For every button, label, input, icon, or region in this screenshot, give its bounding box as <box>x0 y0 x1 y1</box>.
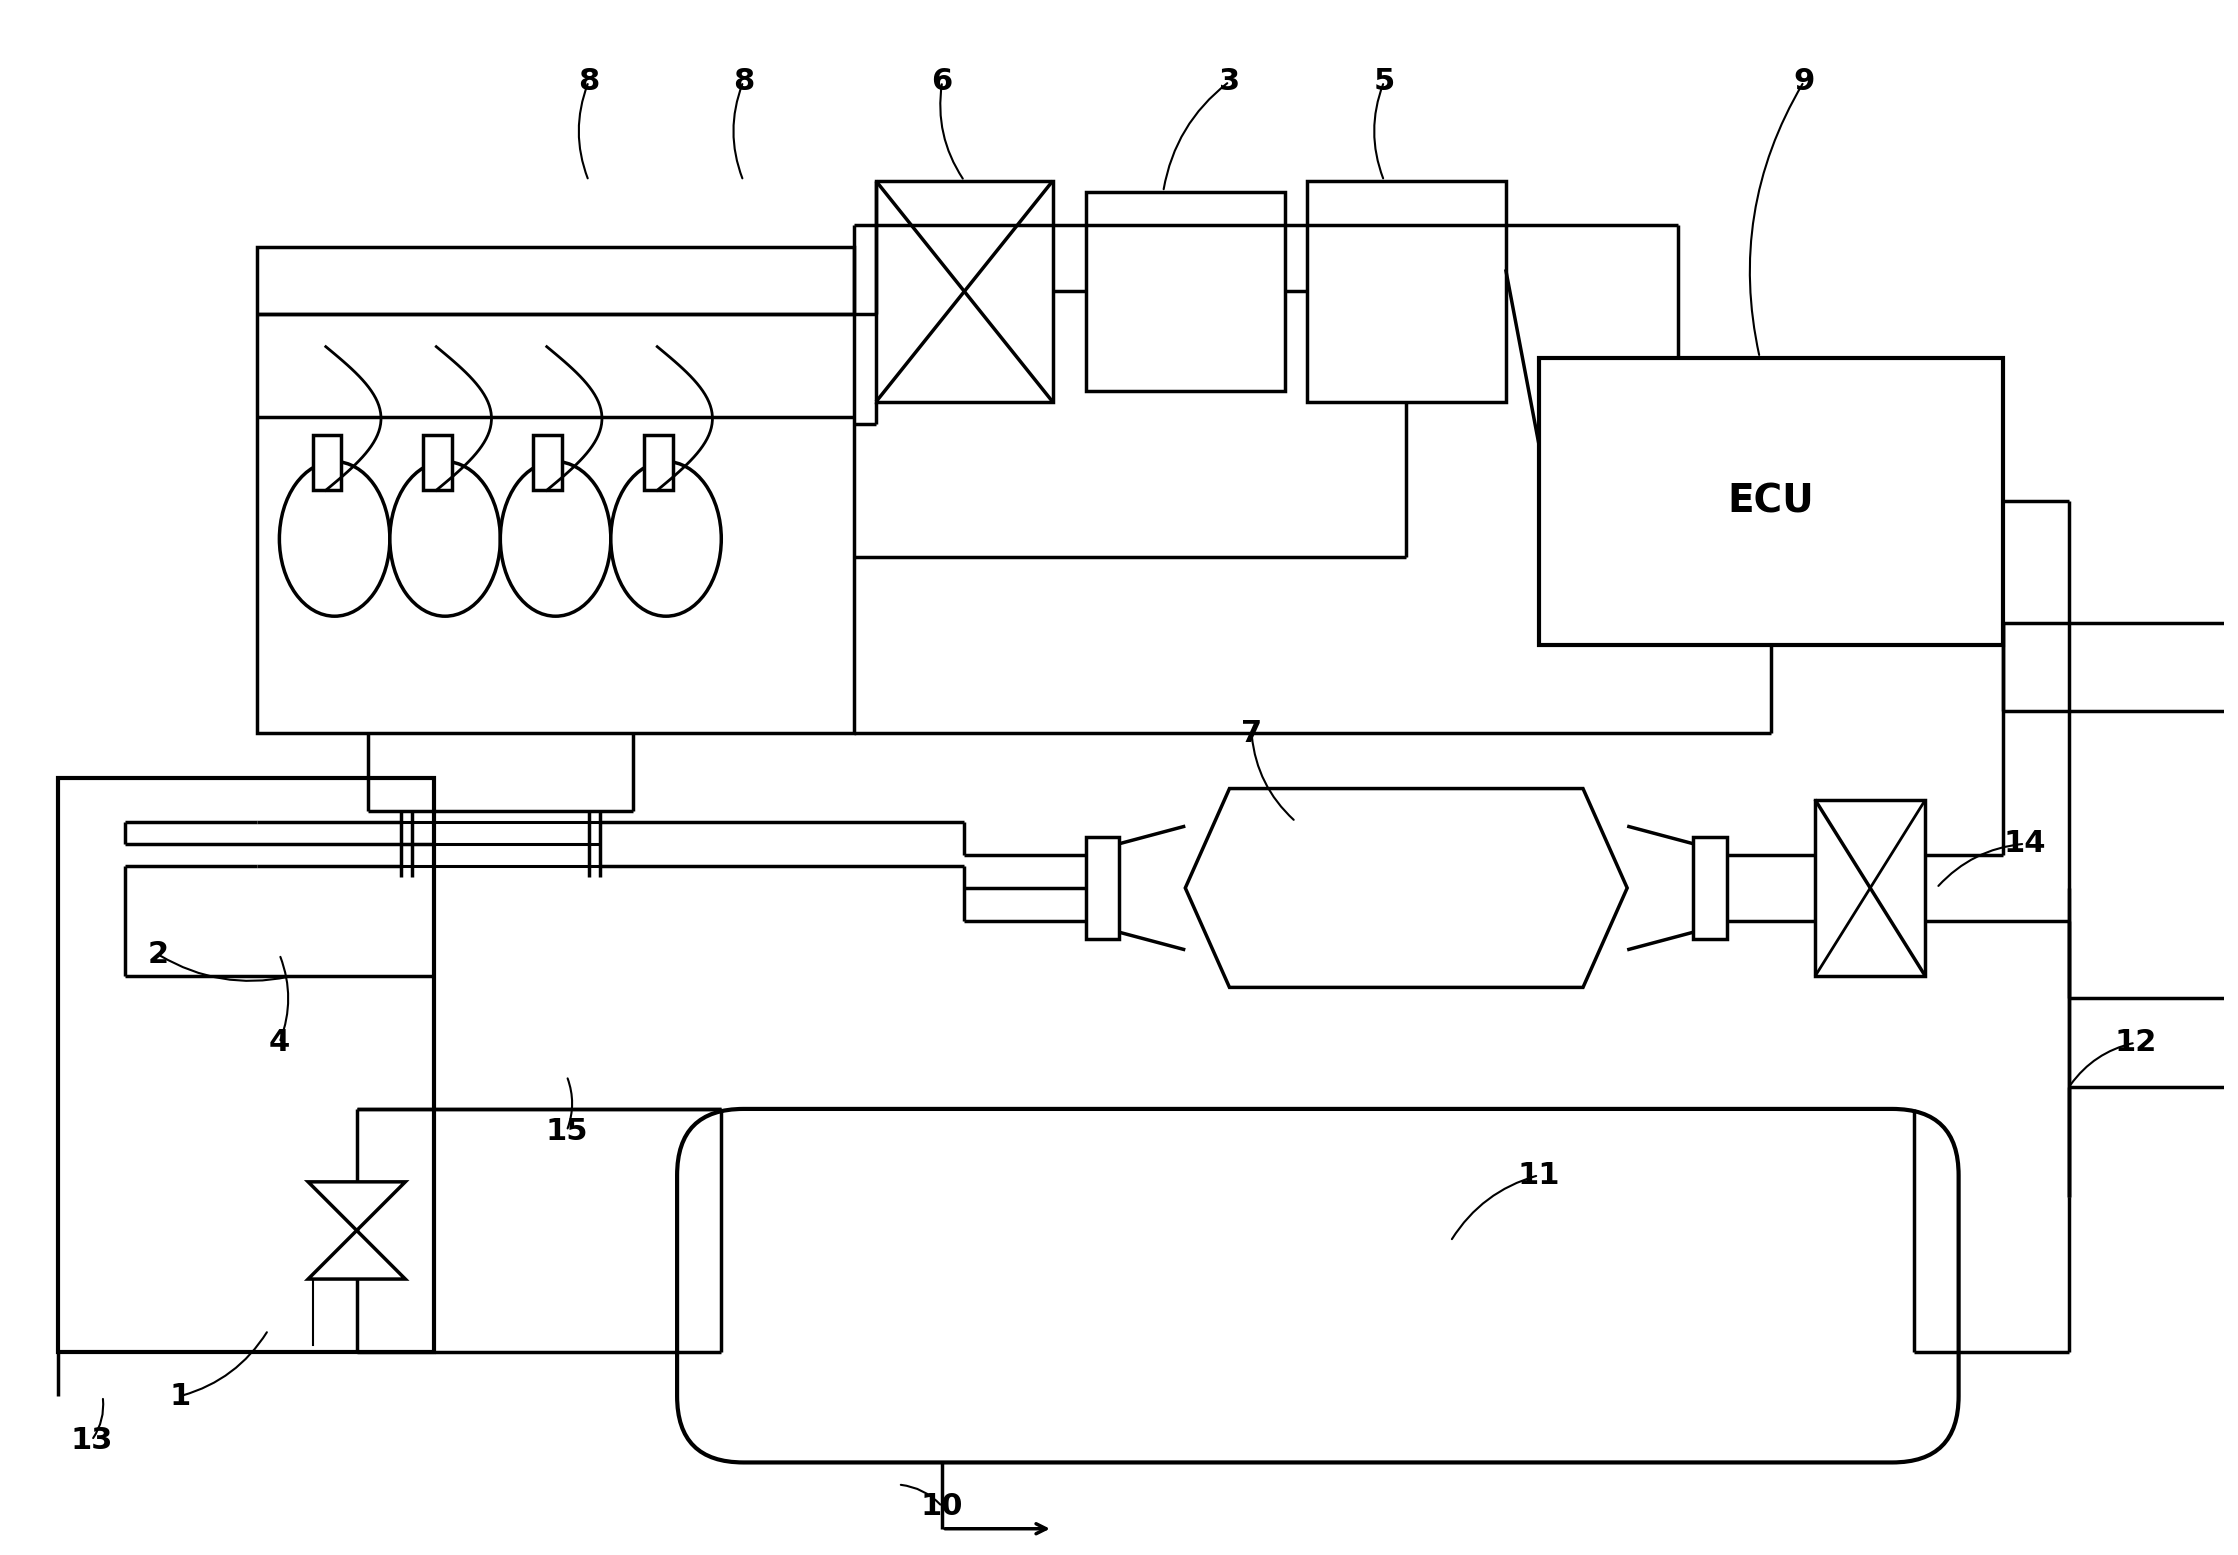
Bar <box>257 247 855 734</box>
Polygon shape <box>309 1182 405 1230</box>
Bar <box>1085 191 1285 390</box>
Text: 8: 8 <box>577 67 600 96</box>
Polygon shape <box>423 435 452 490</box>
Polygon shape <box>313 435 340 490</box>
Ellipse shape <box>280 462 389 616</box>
Polygon shape <box>1186 788 1627 987</box>
Bar <box>1540 358 2003 645</box>
Text: 12: 12 <box>2115 1028 2157 1057</box>
Polygon shape <box>309 1230 405 1280</box>
Text: 4: 4 <box>269 1028 291 1057</box>
Text: 7: 7 <box>1242 718 1262 748</box>
Polygon shape <box>645 435 674 490</box>
Text: 1: 1 <box>170 1382 190 1410</box>
Text: 3: 3 <box>1220 67 1240 96</box>
Text: 9: 9 <box>1793 67 1815 96</box>
FancyBboxPatch shape <box>678 1109 1958 1462</box>
Text: 14: 14 <box>2003 829 2046 858</box>
Text: 11: 11 <box>1517 1160 1560 1190</box>
Ellipse shape <box>611 462 721 616</box>
Ellipse shape <box>389 462 501 616</box>
Text: 6: 6 <box>931 67 953 96</box>
Text: 13: 13 <box>69 1426 112 1455</box>
Bar <box>1085 837 1119 939</box>
Bar <box>1815 799 1925 977</box>
Ellipse shape <box>501 462 611 616</box>
Text: 5: 5 <box>1374 67 1394 96</box>
Bar <box>875 180 1052 401</box>
Text: 15: 15 <box>546 1116 589 1146</box>
Bar <box>1694 837 1728 939</box>
Text: ECU: ECU <box>1728 482 1815 521</box>
Polygon shape <box>533 435 562 490</box>
Text: 2: 2 <box>148 939 168 969</box>
Bar <box>58 778 434 1351</box>
Text: 8: 8 <box>732 67 754 96</box>
Bar <box>1307 180 1506 401</box>
Text: 10: 10 <box>922 1493 965 1521</box>
